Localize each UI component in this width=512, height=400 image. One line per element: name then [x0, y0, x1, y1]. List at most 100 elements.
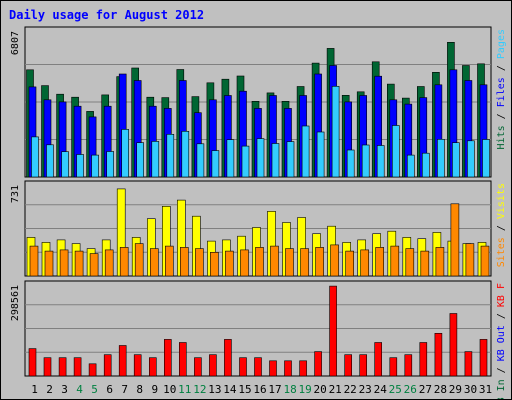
legend-files: Files: [496, 77, 507, 107]
bar-pages-day-7: [121, 129, 129, 178]
panel-bottom-legend: KB In / KB Out / KB F: [496, 283, 507, 399]
bar-sites-day-12: [195, 248, 204, 277]
legend-kb-out: KB Out: [496, 325, 507, 361]
bar-pages-day-11: [181, 131, 190, 178]
x-tick-label-2: 2: [46, 383, 53, 396]
bar-kb-f-day-11: [179, 342, 187, 377]
bar-pages-day-14: [226, 139, 235, 178]
x-tick-label-19: 19: [298, 383, 311, 396]
x-tick-label-6: 6: [106, 383, 113, 396]
x-tick-label-3: 3: [61, 383, 68, 396]
bar-sites-day-25: [390, 245, 400, 277]
bar-sites-day-11: [180, 247, 189, 277]
x-tick-label-18: 18: [283, 383, 296, 396]
x-tick-label-23: 23: [359, 383, 372, 396]
bar-sites-day-6: [104, 249, 114, 277]
bar-sites-day-23: [360, 249, 370, 277]
legend-separator: /: [496, 219, 507, 237]
bar-sites-day-27: [420, 250, 430, 277]
chart-title: Daily usage for August 2012: [9, 8, 204, 22]
x-tick-label-29: 29: [449, 383, 462, 396]
series-kb-f: [28, 285, 488, 377]
x-tick-label-8: 8: [136, 383, 143, 396]
bar-kb-f-day-9: [149, 357, 157, 377]
bar-sites-day-28: [435, 247, 445, 277]
bar-sites-day-9: [150, 248, 159, 277]
x-tick-label-24: 24: [374, 383, 388, 396]
bar-pages-day-8: [136, 142, 144, 178]
bar-pages-day-4: [76, 154, 84, 178]
bar-pages-day-10: [166, 134, 175, 178]
x-tick-label-25: 25: [389, 383, 402, 396]
bar-pages-day-1: [31, 136, 39, 178]
bar-kb-f-day-16: [254, 357, 262, 377]
bar-pages-day-3: [61, 151, 69, 178]
bar-sites-day-7: [119, 247, 129, 277]
bar-kb-f-day-31: [479, 339, 488, 377]
bar-kb-f-day-24: [374, 342, 383, 377]
bar-kb-f-day-8: [133, 354, 142, 377]
bar-sites-day-15: [240, 249, 249, 277]
bar-pages-day-28: [437, 139, 445, 178]
bar-sites-day-18: [285, 248, 294, 277]
bar-sites-day-14: [225, 250, 234, 277]
bar-kb-f-day-28: [434, 332, 443, 377]
legend-kb-in: KB In: [496, 379, 507, 399]
x-tick-label-26: 26: [404, 383, 417, 396]
bar-kb-f-day-13: [209, 354, 217, 377]
bar-pages-day-26: [406, 154, 415, 178]
bar-sites-day-24: [375, 247, 385, 277]
bar-kb-f-day-15: [239, 357, 247, 377]
x-tick-label-10: 10: [163, 383, 176, 396]
bar-kb-f-day-18: [284, 360, 292, 377]
bar-sites-day-26: [405, 248, 415, 277]
bar-pages-day-22: [346, 149, 355, 178]
legend-separator: /: [496, 59, 507, 77]
bar-pages-day-12: [196, 143, 205, 178]
bar-sites-day-13: [210, 252, 219, 277]
bar-kb-f-day-19: [299, 360, 307, 377]
bar-sites-day-1: [29, 245, 39, 277]
x-tick-label-21: 21: [329, 383, 342, 396]
legend-visits: Visits: [496, 183, 507, 219]
bar-sites-day-3: [59, 249, 69, 277]
bar-kb-f-day-3: [58, 357, 67, 377]
bar-pages-day-21: [331, 86, 340, 178]
x-tick-label-15: 15: [238, 383, 251, 396]
bar-pages-day-24: [376, 145, 385, 178]
x-tick-label-22: 22: [344, 383, 357, 396]
bar-pages-day-16: [256, 138, 265, 178]
bar-pages-day-19: [301, 125, 310, 178]
bar-sites-day-2: [44, 250, 54, 277]
x-tick-label-4: 4: [76, 383, 83, 396]
bar-kb-f-day-2: [43, 357, 52, 377]
x-tick-label-11: 11: [178, 383, 191, 396]
x-tick-label-30: 30: [464, 383, 477, 396]
bar-kb-f-day-29: [449, 313, 458, 377]
bar-pages-day-29: [452, 142, 460, 178]
x-axis-labels: 1 2 3 4 5 6 7 8 9 10 11 12 13 14 15 16 17 18 19 20 21 22 23 24 2…: [31, 383, 492, 396]
bar-pages-day-25: [391, 125, 400, 178]
bar-kb-f-day-4: [73, 357, 82, 377]
panel-middle-legend: Sites / Visits: [496, 183, 507, 267]
x-tick-label-17: 17: [268, 383, 281, 396]
legend-sites: Sites: [496, 237, 507, 267]
x-tick-label-14: 14: [223, 383, 237, 396]
bar-sites-day-30: [465, 243, 475, 277]
x-tick-label-1: 1: [31, 383, 38, 396]
bar-sites-day-10: [165, 245, 174, 277]
legend-separator: /: [496, 307, 507, 325]
bar-pages-day-20: [316, 131, 325, 178]
bar-pages-day-17: [271, 143, 280, 178]
panel-top-max-label: 6807: [10, 31, 21, 55]
bar-sites-day-20: [315, 247, 324, 277]
legend-separator: /: [496, 107, 507, 125]
legend-hits: Hits: [496, 125, 507, 149]
bar-sites-day-8: [134, 243, 144, 277]
bar-sites-day-19: [300, 248, 309, 277]
bar-pages-day-5: [91, 154, 99, 178]
x-tick-label-31: 31: [479, 383, 492, 396]
legend-pages: Pages: [496, 29, 507, 59]
